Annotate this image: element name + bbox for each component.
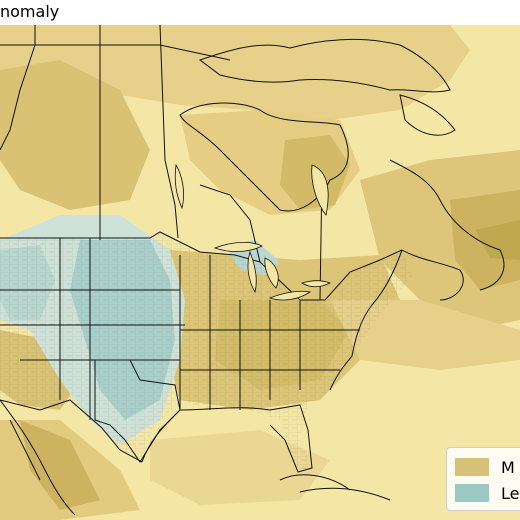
- legend-label-less: Le: [501, 484, 520, 503]
- yucatan: [279, 474, 351, 491]
- anomaly-map: [0, 25, 520, 520]
- province-border-sk-mb: [159, 25, 179, 239]
- borders: [0, 25, 403, 473]
- lake-winnipeg: [174, 163, 184, 210]
- coastlines: [0, 38, 505, 516]
- legend-label-more: M: [501, 458, 515, 477]
- gulf-coast: [141, 407, 271, 463]
- state-line-13: [92, 289, 180, 326]
- anomaly-shading: [0, 25, 520, 520]
- shade-labrador-deep: [475, 220, 520, 260]
- florida-outline: [269, 404, 313, 473]
- map-title: nomaly: [0, 2, 60, 21]
- legend-swatch-more: [455, 458, 489, 476]
- us-mexico-border: [0, 399, 143, 463]
- lake-ontario: [301, 280, 332, 288]
- legend-swatch-less: [455, 484, 489, 502]
- hudson-bay-coast: [179, 102, 349, 212]
- pacific-coast: [0, 399, 76, 516]
- baja: [9, 419, 41, 481]
- great-lakes: [174, 163, 332, 301]
- province-border-bc-ab: [0, 25, 36, 151]
- gulf-stlawrence: [401, 249, 464, 301]
- legend: M Le: [446, 447, 520, 511]
- lake-superior: [213, 242, 263, 252]
- shade-gulf: [150, 430, 330, 505]
- lake-erie: [268, 290, 312, 301]
- province-border-mb-on: [199, 184, 261, 263]
- shade-north-ocean: [0, 25, 470, 120]
- james-bay-lake: [311, 164, 329, 216]
- cuba: [299, 487, 391, 501]
- texas-outline: [94, 359, 181, 463]
- arctic-islands: [198, 38, 451, 93]
- lake-huron: [264, 257, 279, 289]
- labrador-coast: [389, 159, 505, 291]
- baffin-island: [399, 94, 456, 136]
- shade-pacific-band: [20, 420, 100, 510]
- east-coast: [329, 249, 403, 391]
- territory-border: [0, 44, 231, 61]
- lake-michigan: [247, 250, 257, 294]
- shade-alberta: [0, 60, 150, 210]
